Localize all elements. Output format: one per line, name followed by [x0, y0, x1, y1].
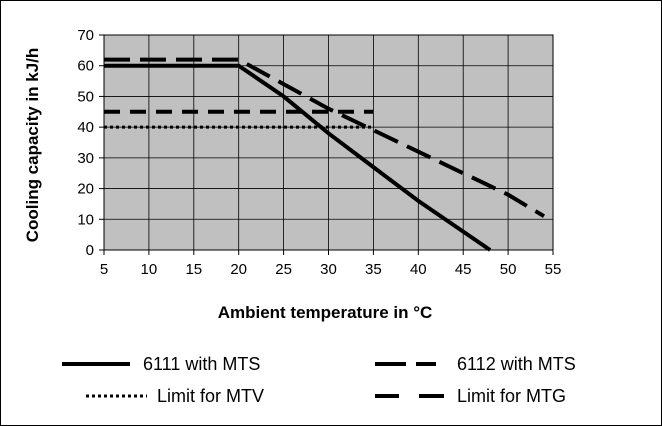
- x-tick-label: 25: [275, 261, 292, 278]
- y-tick-label: 20: [77, 181, 94, 198]
- series-lines: [104, 57, 546, 252]
- y-tick-label: 10: [77, 211, 94, 228]
- y-tick-label: 50: [77, 88, 94, 105]
- x-tick-label: 20: [230, 261, 247, 278]
- series-line-1: [104, 63, 492, 252]
- x-tick-label: 45: [455, 261, 472, 278]
- legend-label-4: Limit for MTG: [457, 386, 566, 406]
- y-tick-label: 30: [77, 150, 94, 167]
- x-tick-label: 35: [365, 261, 382, 278]
- y-tick-label: 70: [77, 27, 94, 44]
- x-tick-label: 5: [100, 261, 108, 278]
- legend-label-2: 6112 with MTS: [457, 354, 576, 374]
- x-tick-label: 55: [545, 261, 562, 278]
- x-tick-label: 15: [185, 261, 202, 278]
- legend: 6111 with MTS 6112 with MTS Limit for MTV L…: [62, 354, 576, 406]
- x-tick-label: 50: [500, 261, 517, 278]
- x-tick-label: 30: [320, 261, 337, 278]
- series-line-2: [104, 57, 546, 218]
- legend-label-3: Limit for MTV: [157, 386, 264, 406]
- legend-label-1: 6111 with MTS: [143, 354, 260, 374]
- y-tick-label: 0: [86, 242, 94, 259]
- axis-ticks: 0 10 20 30 40 50 60 70 5 10 15 20 25 30 35 40 45 50 55: [77, 27, 561, 278]
- x-tick-label: 10: [141, 261, 158, 278]
- x-tick-label: 40: [410, 261, 427, 278]
- y-axis-title: Cooling capacity in kJ/h: [23, 48, 42, 243]
- y-tick-label: 40: [77, 119, 94, 136]
- x-axis-title: Ambient temperature in °C: [218, 303, 433, 322]
- y-tick-label: 60: [77, 58, 94, 75]
